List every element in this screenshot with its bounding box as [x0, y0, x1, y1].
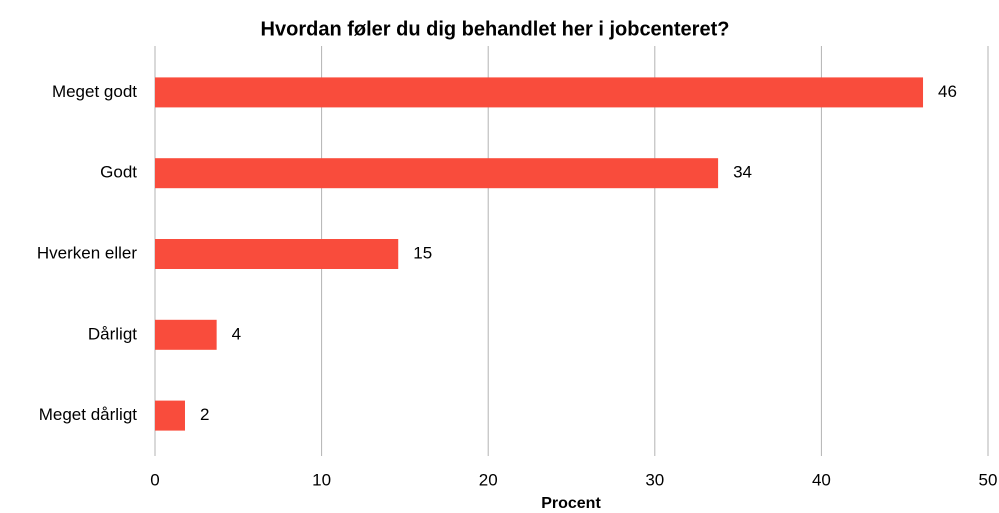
y-tick-label: Hverken eller [37, 243, 137, 262]
y-tick-label: Godt [100, 163, 137, 182]
data-label: 2 [200, 405, 209, 424]
bar [155, 400, 185, 431]
x-tick-label: 10 [312, 470, 331, 489]
x-tick-label: 30 [645, 470, 664, 489]
y-tick-label: Meget godt [52, 82, 137, 101]
x-tick-label: 40 [812, 470, 831, 489]
x-tick-label: 50 [979, 470, 998, 489]
chart-title: Hvordan føler du dig behandlet her i job… [261, 18, 730, 40]
data-label: 15 [413, 243, 432, 262]
bar [155, 239, 399, 269]
x-axis-title: Procent [541, 495, 601, 512]
y-tick-label: Meget dårligt [39, 405, 138, 424]
bar [155, 77, 924, 108]
data-label: 4 [232, 324, 241, 343]
y-tick-label: Dårligt [88, 324, 137, 343]
data-label: 46 [938, 82, 957, 101]
bar [155, 158, 719, 189]
x-tick-label: 0 [150, 470, 159, 489]
bar [155, 319, 217, 350]
x-tick-label: 20 [479, 470, 498, 489]
data-label: 34 [733, 163, 752, 182]
